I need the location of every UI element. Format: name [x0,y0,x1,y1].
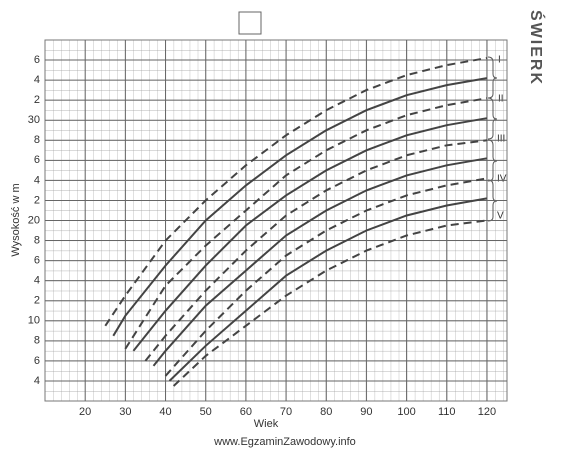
x-tick-label: 50 [200,406,212,418]
y-tick-label: 6 [34,355,40,367]
x-tick-label: 80 [320,406,332,418]
logo [238,11,262,35]
y-tick-label: 2 [34,194,40,206]
x-tick-label: 30 [119,406,131,418]
x-tick-label: 90 [360,406,372,418]
x-axis-label: Wiek [254,418,279,430]
y-tick-label: 4 [34,74,40,86]
x-tick-label: 40 [159,406,171,418]
curve [164,177,488,377]
class-label: V [497,211,504,222]
curve [152,157,488,367]
x-tick-label: 100 [397,406,415,418]
footer: www.EgzaminZawodowy.info [213,436,356,448]
y-tick-label: 2 [34,295,40,307]
y-axis-label: Wysokość w m [10,183,22,256]
y-tick-label: 8 [34,335,40,347]
y-tick-label: 4 [34,275,40,287]
y-tick-label: 4 [34,375,40,387]
y-tick-label: 30 [28,114,40,126]
y-tick-label: 10 [28,315,40,327]
x-tick-label: 20 [79,406,91,418]
y-tick-label: 8 [34,234,40,246]
x-tick-label: 110 [438,406,456,418]
curve [132,117,488,352]
class-label: III [497,134,505,145]
y-tick-label: 6 [34,154,40,166]
curve [168,197,488,382]
y-tick-label: 8 [34,134,40,146]
y-tick-label: 4 [34,174,40,186]
y-tick-label: 6 [34,255,40,267]
class-label: II [498,94,504,105]
x-tick-label: 60 [240,406,252,418]
x-tick-label: 120 [478,406,496,418]
curve [112,77,488,337]
x-tick-label: 70 [280,406,292,418]
curve [104,57,488,327]
class-label: IV [497,174,507,185]
y-tick-label: 6 [34,54,40,66]
curve [124,97,488,350]
curve [144,139,488,362]
y-tick-label: 2 [34,94,40,106]
y-tick-label: 20 [28,214,40,226]
chart-title: ŚWIERK [527,10,546,86]
